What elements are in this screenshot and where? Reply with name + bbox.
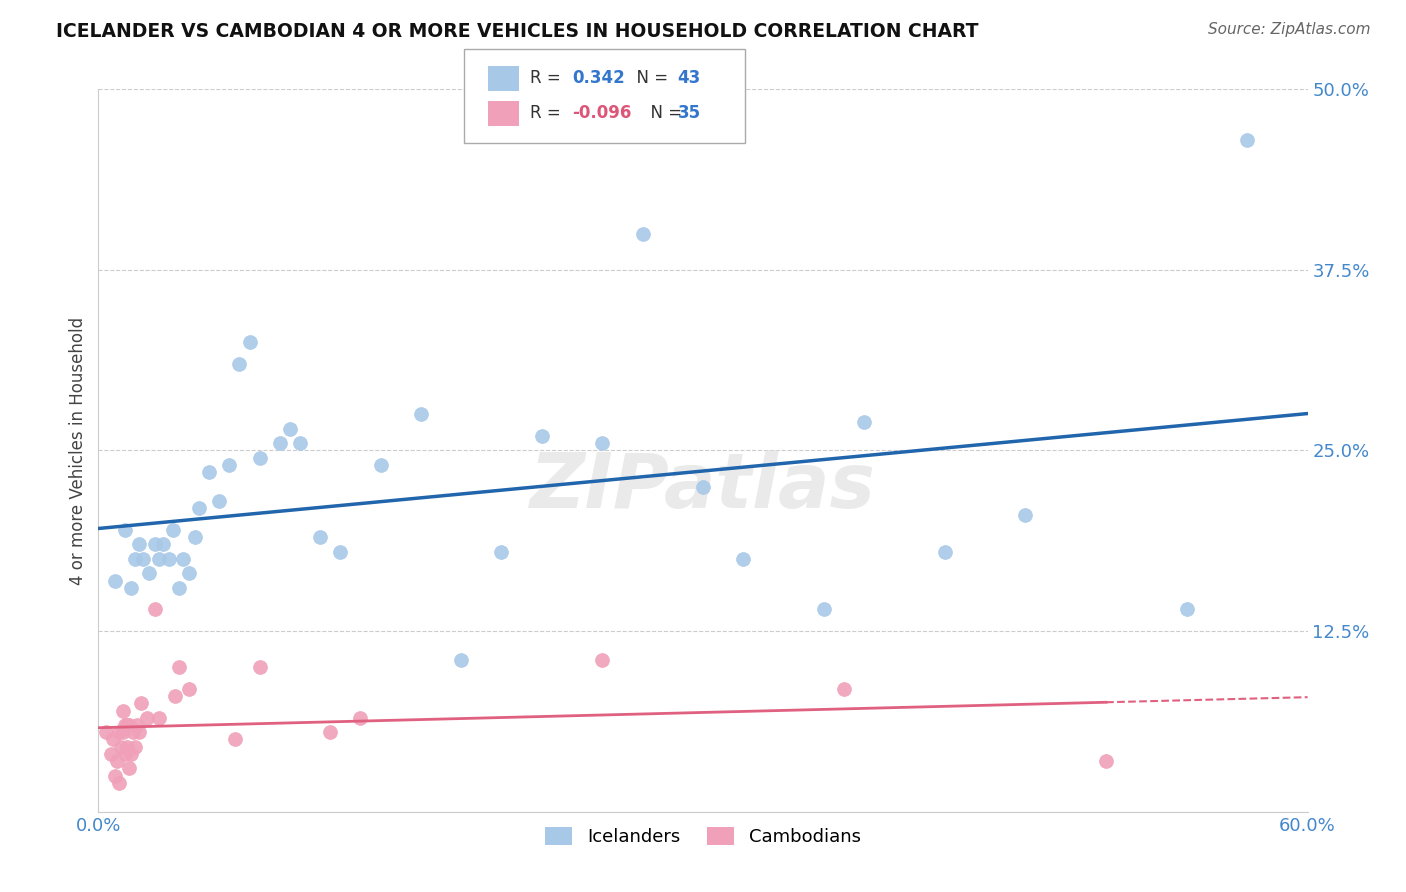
Point [530, 429, 553, 443]
Text: Source: ZipAtlas.com: Source: ZipAtlas.com [1208, 22, 1371, 37]
Point [198, 465, 221, 479]
Point [101, 732, 124, 747]
Point [132, 551, 155, 566]
Point [96, 725, 118, 739]
Point [128, 537, 150, 551]
Point [370, 458, 392, 472]
Point [114, 718, 136, 732]
Point [138, 566, 160, 581]
Point [269, 436, 291, 450]
Text: N =: N = [640, 104, 688, 122]
Point [103, 574, 125, 588]
Point [249, 450, 271, 465]
Point [143, 537, 166, 551]
Point [114, 523, 136, 537]
Point [309, 530, 332, 544]
Text: ICELANDER VS CAMBODIAN 4 OR MORE VEHICLES IN HOUSEHOLD CORRELATION CHART: ICELANDER VS CAMBODIAN 4 OR MORE VEHICLE… [56, 22, 979, 41]
Text: 35: 35 [678, 104, 700, 122]
Point [934, 544, 956, 558]
Point [813, 602, 835, 616]
Point [591, 436, 613, 450]
Point [1236, 133, 1258, 147]
Point [120, 581, 142, 595]
Point [124, 739, 146, 754]
Point [115, 718, 138, 732]
Point [239, 334, 262, 349]
Text: R =: R = [530, 70, 567, 87]
Point [115, 739, 138, 754]
Point [162, 523, 184, 537]
Point [135, 711, 157, 725]
Point [148, 551, 170, 566]
Point [105, 754, 128, 768]
Point [118, 761, 141, 775]
Point [121, 725, 143, 739]
Point [148, 711, 170, 725]
Point [124, 551, 146, 566]
Point [450, 653, 472, 667]
Point [631, 227, 654, 241]
Point [107, 725, 129, 739]
Point [129, 696, 152, 710]
Point [100, 747, 122, 761]
Point [224, 732, 246, 747]
Point [491, 544, 513, 558]
Point [228, 357, 250, 371]
Y-axis label: 4 or more Vehicles in Household: 4 or more Vehicles in Household [69, 317, 87, 584]
Point [118, 718, 141, 732]
Point [103, 769, 125, 783]
Text: ZIPatlas: ZIPatlas [530, 450, 876, 524]
Legend: Icelanders, Cambodians: Icelanders, Cambodians [538, 820, 868, 854]
Point [278, 422, 301, 436]
Point [157, 551, 180, 566]
Point [128, 725, 150, 739]
Point [152, 537, 174, 551]
Point [167, 581, 190, 595]
Point [143, 602, 166, 616]
Text: -0.096: -0.096 [572, 104, 631, 122]
Point [179, 681, 201, 696]
Point [1175, 602, 1198, 616]
Point [319, 725, 342, 739]
Point [733, 551, 755, 566]
Point [853, 415, 876, 429]
Point [184, 530, 207, 544]
Point [329, 544, 352, 558]
Point [692, 480, 714, 494]
Point [288, 436, 311, 450]
Point [125, 718, 148, 732]
Point [110, 739, 132, 754]
Point [591, 653, 613, 667]
Text: R =: R = [530, 104, 567, 122]
Point [120, 747, 142, 761]
Point [1095, 754, 1118, 768]
Point [1014, 508, 1036, 523]
Point [163, 689, 186, 703]
Point [349, 711, 371, 725]
Point [208, 494, 231, 508]
Point [114, 747, 136, 761]
Point [167, 660, 190, 674]
Text: N =: N = [626, 70, 673, 87]
Point [218, 458, 240, 472]
Point [172, 551, 194, 566]
Point [409, 407, 432, 421]
Point [111, 725, 134, 739]
Point [107, 776, 129, 790]
Point [111, 704, 134, 718]
Text: 43: 43 [678, 70, 702, 87]
Point [179, 566, 201, 581]
Point [832, 681, 855, 696]
Point [249, 660, 271, 674]
Text: 0.342: 0.342 [572, 70, 626, 87]
Point [188, 501, 211, 516]
